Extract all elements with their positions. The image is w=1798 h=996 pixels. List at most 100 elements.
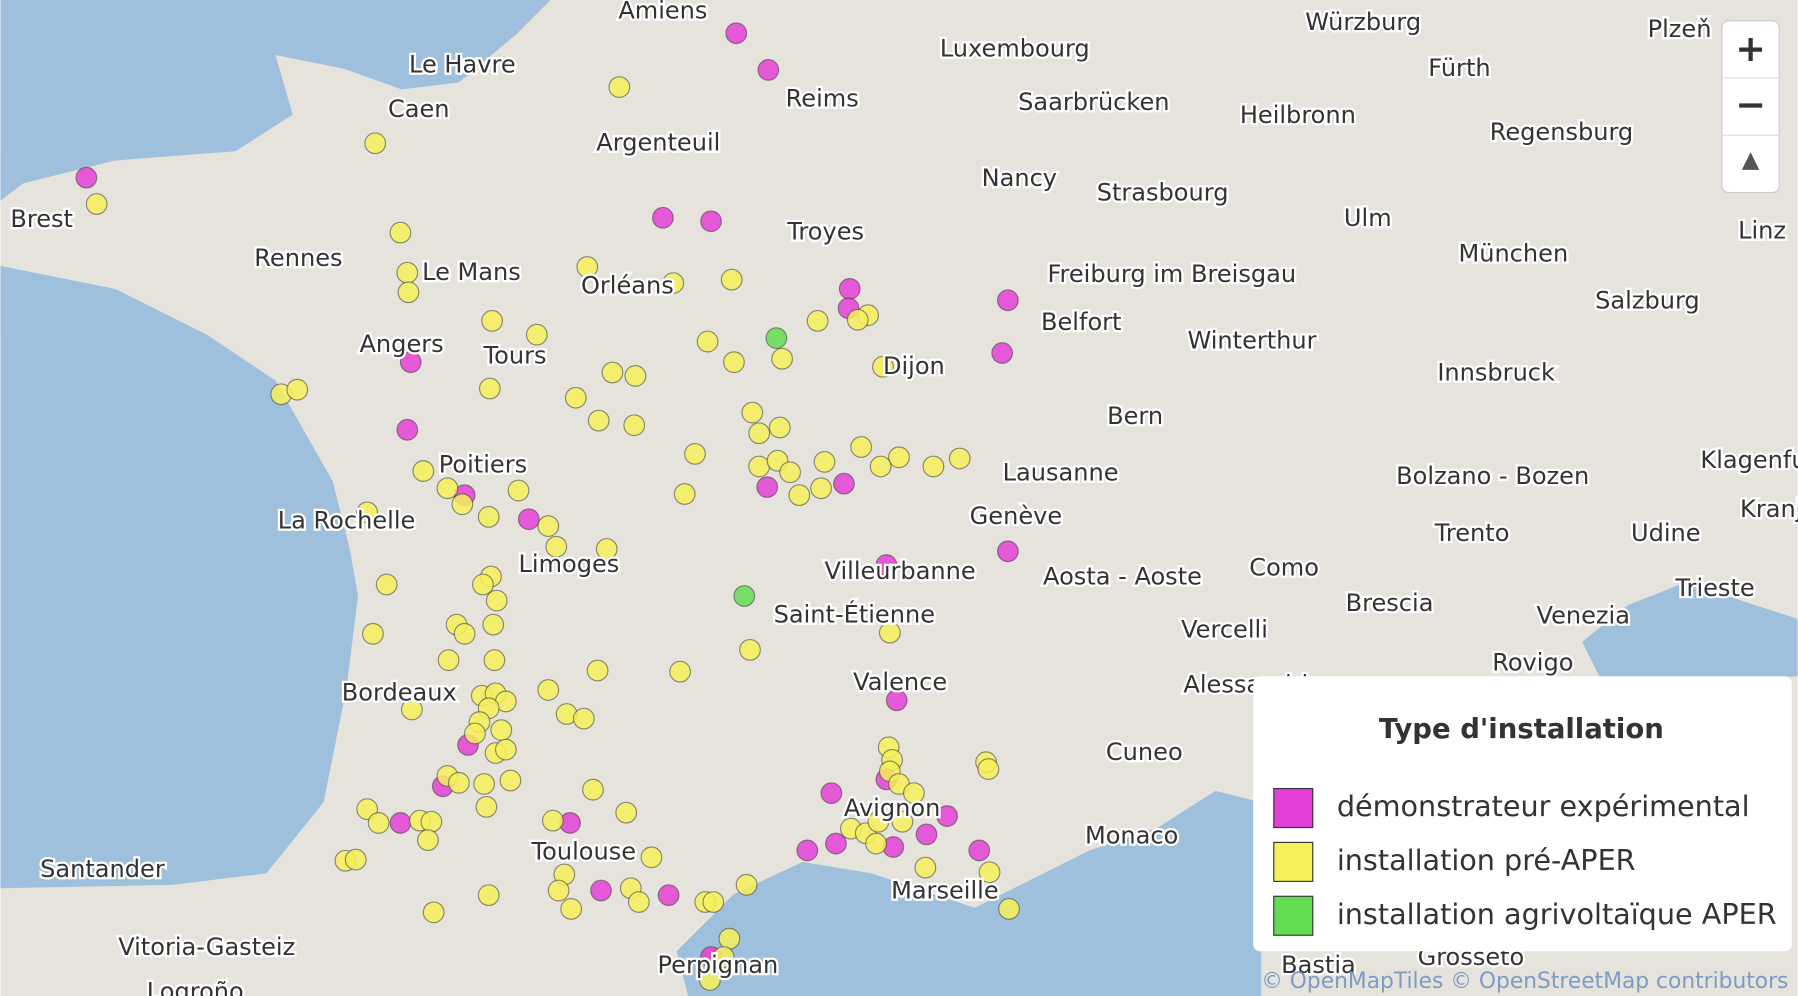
installation-marker [869,455,892,478]
installation-marker [389,221,412,244]
place-label: Ulm [1344,204,1392,232]
installation-marker [420,810,443,833]
installation-marker [850,436,873,458]
place-label: Tours [483,341,547,369]
installation-marker [85,193,108,215]
installation-marker [560,898,583,920]
installation-marker [888,446,910,469]
installation-marker [865,832,887,855]
place-label: Trieste [1674,574,1754,602]
zoom-in[interactable]: + [1735,27,1766,70]
installation-marker [356,501,379,524]
installation-marker [748,422,771,445]
installation-marker [739,638,761,661]
installation-marker [718,927,741,950]
installation-marker [572,707,595,730]
legend-title: Type d'installation [1379,713,1664,745]
installation-marker [389,812,412,834]
installation-marker [517,508,540,531]
installation-marker [483,649,506,672]
adriatic-sea [1582,582,1798,688]
attribution-link[interactable]: © OpenMapTiles [1261,969,1443,994]
attribution[interactable]: © OpenMapTiles © OpenStreetMap contribut… [1261,969,1788,994]
place-label: Limoges [519,550,620,578]
places: Amiens Le Havre Caen Reims Argenteuil Luxembo… [8,0,1798,996]
installation-marker [903,782,925,805]
place-label: Cuneo [1106,738,1183,766]
place-label: Vercelli [1181,615,1268,643]
place-label: Genève [970,502,1063,530]
installation-marker [712,946,735,968]
installation-marker [464,722,486,745]
installation-marker [286,378,309,401]
installation-marker [878,621,901,644]
installation-marker [914,856,937,879]
installation-marker [669,660,691,683]
zoom-panel [1721,20,1780,194]
installation-marker [977,758,1000,780]
installation-marker [771,347,793,370]
place-label: Belfort [1041,308,1121,336]
zoom-out[interactable]: − [1735,83,1766,126]
installation-marker [779,461,802,484]
place-label: Villeurbanne [825,557,976,585]
attribution-link[interactable]: © OpenStreetMap contributors [1450,969,1788,994]
place-label: Heilbronn [1240,101,1356,129]
installation-marker [576,256,599,278]
place-label: Winterthur [1187,327,1316,355]
installation-marker [396,418,419,441]
installation-marker [806,310,829,332]
place-label: Poitiers [439,450,527,478]
compass[interactable]: ▲ [1742,147,1760,173]
installation-marker [757,59,780,81]
installation-marker [482,613,505,636]
installation-marker [810,477,832,500]
place-label: Salzburg [1595,286,1700,314]
legend-swatch [1273,895,1314,936]
installation-marker [537,679,560,701]
installation-marker [968,839,991,862]
installation-marker [991,342,1014,364]
place-label: Udine [1631,519,1701,547]
installation-marker [587,409,610,432]
installation-marker [948,447,971,470]
place-label: Fürth [1428,54,1490,82]
installation-marker [608,76,631,98]
installation-marker [838,277,861,300]
place-label: Klagenfurt [1700,446,1798,474]
installation-marker [417,829,439,852]
place-label: Regensburg [1490,118,1633,146]
installation-marker [867,810,890,833]
installation-marker [564,386,587,409]
installation-marker [875,554,898,576]
installation-marker [996,289,1019,312]
installation-marker [833,472,855,495]
installation-marker [396,261,419,284]
installation-marker [657,884,680,907]
installation-marker [590,879,612,902]
place-label: Angers [359,330,443,358]
installation-marker [684,442,706,465]
installation-marker [996,540,1019,563]
installation-marker [846,308,869,331]
place-label: Freiburg im Breisgau [1047,260,1296,288]
installation-marker [477,884,500,907]
installation-marker [545,535,568,558]
installation-marker [490,719,513,741]
installation-marker [582,778,604,801]
legend-label: démonstrateur expérimental [1337,789,1750,823]
place-label: Dijon [883,352,945,380]
installation-marker [652,206,674,229]
place-label: Saint-Étienne [774,599,935,628]
mediterranean-sea [676,790,1262,996]
place-label: Rovigo [1492,649,1573,677]
legend-label: installation agrivoltaïque APER [1337,897,1777,931]
place-label: Bordeaux [342,678,457,706]
installation-marker [735,873,758,896]
place-label: Caen [388,95,450,123]
place-label: Innsbruck [1437,359,1555,387]
installation-marker [401,698,423,721]
place-label: Bolzano - Bozen [1396,462,1589,490]
